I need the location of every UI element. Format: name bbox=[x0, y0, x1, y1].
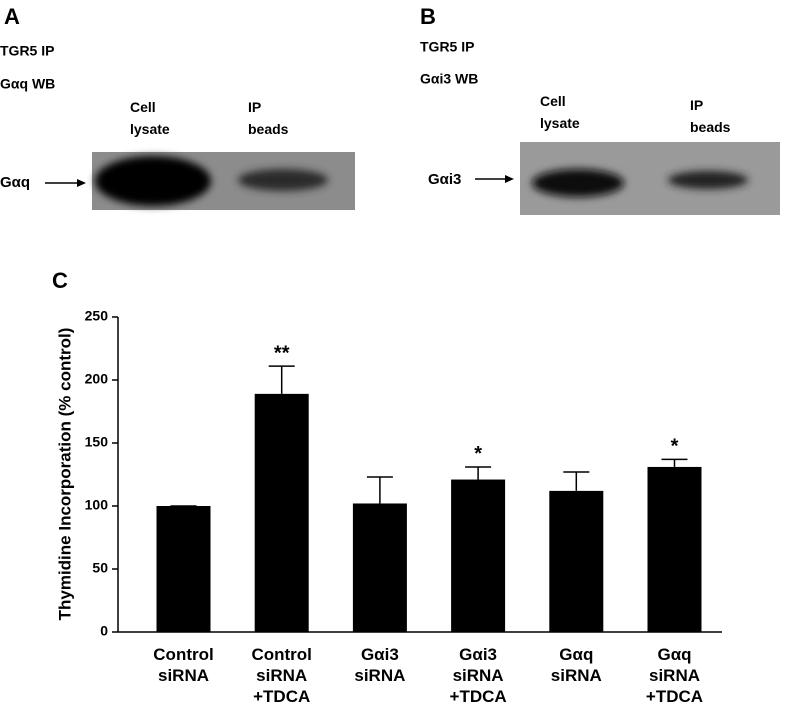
bar bbox=[352, 503, 407, 632]
bar bbox=[156, 506, 211, 632]
panel-line: Gαi3 WB bbox=[420, 71, 478, 87]
x-tick-label: Control siRNA bbox=[153, 645, 214, 685]
lane-label: Cell lysate bbox=[540, 93, 580, 131]
panel-letter: C bbox=[52, 268, 68, 293]
y-tick-label: 100 bbox=[85, 497, 109, 513]
bar bbox=[647, 466, 702, 632]
band bbox=[95, 156, 211, 206]
band bbox=[238, 169, 328, 191]
target-label: Gαi3 bbox=[428, 171, 461, 188]
y-tick-label: 50 bbox=[92, 560, 108, 576]
lane-label: IP beads bbox=[248, 99, 289, 137]
x-tick-label: Gαi3 siRNA +TDCA bbox=[449, 645, 507, 706]
arrowhead bbox=[505, 175, 514, 183]
arrowhead bbox=[77, 179, 86, 187]
y-tick-label: 0 bbox=[100, 623, 108, 639]
error-bar bbox=[366, 476, 393, 504]
target-label: Gαq bbox=[0, 174, 30, 191]
error-bar bbox=[268, 365, 295, 394]
bar bbox=[254, 393, 309, 632]
y-tick-label: 150 bbox=[85, 434, 109, 450]
significance: ** bbox=[274, 342, 290, 364]
x-tick-label: Gαq siRNA +TDCA bbox=[645, 645, 704, 706]
x-tick-label: Gαi3 siRNA bbox=[354, 645, 406, 685]
y-axis-label: Thymidine Incorporation (% control) bbox=[55, 328, 74, 621]
bar bbox=[549, 490, 604, 632]
error-bar bbox=[563, 471, 590, 491]
significance: * bbox=[474, 443, 482, 465]
lane-label: Cell lysate bbox=[130, 99, 170, 137]
panel-letter: B bbox=[420, 4, 436, 29]
significance: * bbox=[671, 436, 679, 458]
x-tick-label: Control siRNA +TDCA bbox=[251, 645, 312, 706]
bar bbox=[451, 479, 506, 632]
panel-line: Gαq WB bbox=[0, 76, 55, 92]
panel-line: TGR5 IP bbox=[420, 39, 474, 55]
error-bar bbox=[661, 458, 688, 467]
y-tick-label: 200 bbox=[85, 371, 109, 387]
panel-line: TGR5 IP bbox=[0, 43, 54, 59]
lane-label: IP beads bbox=[690, 97, 731, 135]
y-tick-label: 250 bbox=[85, 308, 109, 324]
band bbox=[668, 171, 748, 189]
band bbox=[532, 169, 624, 197]
error-bar bbox=[465, 466, 492, 480]
panel-letter: A bbox=[4, 4, 20, 29]
x-tick-label: Gαq siRNA bbox=[550, 645, 602, 685]
